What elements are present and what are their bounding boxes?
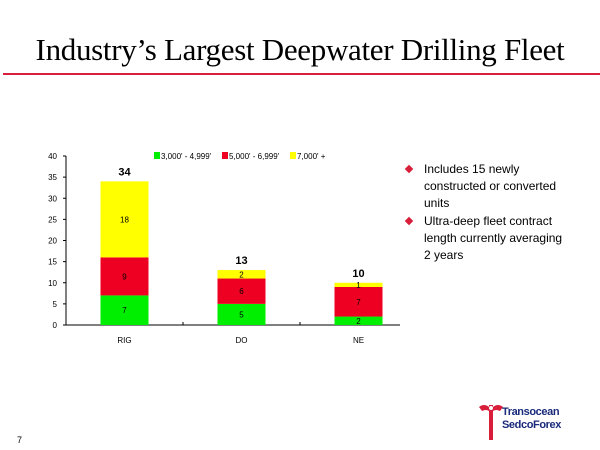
x-category-label: DO <box>236 336 248 345</box>
y-tick-label: 40 <box>48 152 57 161</box>
bar-segment-label: 6 <box>239 287 244 296</box>
slide-title: Industry’s Largest Deepwater Drilling Fl… <box>35 32 565 67</box>
bar-total-label: 10 <box>352 268 364 280</box>
legend-label: 5,000' - 6,999' <box>229 152 280 161</box>
bar-segment <box>217 303 266 325</box>
bar-segment-label: 5 <box>239 310 244 319</box>
chart-legend: 3,000' - 4,999' 5,000' - 6,999' 7,000' + <box>154 152 326 161</box>
bar-segment-label: 2 <box>356 317 361 326</box>
bar-segment <box>334 286 383 317</box>
bar-total-label: 34 <box>118 166 131 178</box>
transocean-logo-icon <box>479 405 503 440</box>
diamond-bullet-icon <box>405 217 414 226</box>
bar-segment <box>334 316 383 325</box>
page-number: 7 <box>17 435 23 445</box>
diamond-bullet-icon <box>405 165 414 174</box>
y-tick-label: 10 <box>48 279 57 288</box>
logo-line-1: Transocean <box>502 406 560 418</box>
bullet-list: Includes 15 newly constructed or convert… <box>405 161 565 265</box>
legend-swatch <box>290 152 296 159</box>
bar-segment-label: 18 <box>120 215 129 224</box>
bar-segment-label: 9 <box>122 272 127 281</box>
bullet-item: Ultra-deep fleet contract length current… <box>405 213 565 264</box>
bar-segment-label: 7 <box>122 306 127 315</box>
title-underline <box>3 73 600 75</box>
y-tick-label: 35 <box>48 173 57 182</box>
bar-segment <box>217 270 266 279</box>
bullet-text: Ultra-deep fleet contract length current… <box>424 214 563 262</box>
bar-segment <box>334 282 383 287</box>
bar-segment <box>100 257 149 296</box>
x-category-label: NE <box>353 336 364 345</box>
y-tick-label: 15 <box>48 258 57 267</box>
y-tick-label: 25 <box>48 215 57 224</box>
bar-segment-label: 2 <box>239 270 244 279</box>
company-logo: Transocean SedcoForex <box>478 400 588 440</box>
y-tick-label: 30 <box>48 194 57 203</box>
y-tick-label: 0 <box>53 321 58 330</box>
legend-swatch <box>154 152 160 159</box>
legend-label: 7,000' + <box>297 152 326 161</box>
bar-segment <box>100 181 149 258</box>
bar-segment-label: 7 <box>356 298 361 307</box>
fleet-stacked-bar-chart: 3,000' - 4,999' 5,000' - 6,999' 7,000' + 0… <box>48 152 400 345</box>
bar-segment-label: 1 <box>356 281 361 290</box>
x-category-label: RIG <box>117 336 131 345</box>
bar-segment <box>217 278 266 304</box>
bar-total-label: 13 <box>235 255 247 267</box>
logo-line-2: SedcoForex <box>502 419 561 431</box>
bullet-text: Includes 15 newly constructed or convert… <box>424 162 557 210</box>
bullet-item: Includes 15 newly constructed or convert… <box>405 161 565 212</box>
legend-swatch <box>222 152 228 159</box>
bar-segment <box>100 295 149 325</box>
y-tick-label: 5 <box>53 300 58 309</box>
y-tick-label: 20 <box>48 237 57 246</box>
chart-bars: 7 9 18 34 5 6 2 13 2 7 110 <box>100 166 383 326</box>
legend-label: 3,000' - 4,999' <box>161 152 212 161</box>
